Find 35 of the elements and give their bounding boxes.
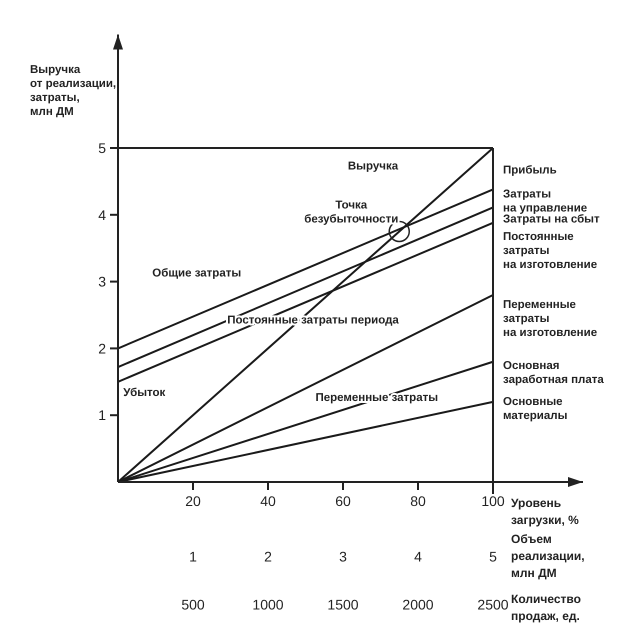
x-tick-label: 100 (481, 492, 505, 509)
x-tick-label: 40 (260, 492, 276, 509)
annotation: Общие затраты (152, 268, 242, 280)
x-tick-label: 60 (335, 492, 351, 509)
annotation: Прибыль (503, 164, 557, 177)
x2-tick-label: 1 (189, 548, 198, 565)
x-tick-label: 20 (185, 492, 201, 509)
x2-tick-label: 4 (414, 548, 422, 565)
annotation: Основная заработная плата (503, 360, 604, 386)
y-tick-label: 1 (98, 407, 106, 424)
x-axis-title: Уровень загрузки, % (511, 496, 580, 528)
text: 2000 (402, 596, 434, 613)
annotation: Затраты на сбыт (503, 214, 600, 226)
x2-tick-label: 2 (264, 548, 272, 565)
text: 1500 (327, 596, 359, 613)
annotation: Убыток (123, 387, 166, 400)
annotation: Точка безубыточности (304, 200, 398, 226)
text: Количество продаж, ед. (511, 592, 581, 624)
annotation: Основные материалы (503, 396, 568, 422)
x2-axis-title: Объем реализации, млн ДМ (511, 532, 585, 580)
x2-tick-label: 3 (339, 548, 348, 565)
annotation: Выручка (348, 160, 399, 173)
text: 500 (181, 596, 205, 613)
annotation: Переменные затраты на изготовление (503, 299, 598, 340)
annotation: Постоянные затраты на изготовление (503, 230, 598, 271)
text: 2500 (477, 596, 509, 613)
y-axis-title: Выручка от реализации, затраты, млн ДМ (30, 64, 116, 118)
y-tick-label: 3 (98, 274, 106, 290)
y-tick-label: 4 (98, 206, 106, 223)
x2-tick-label: 5 (489, 548, 498, 565)
y-tick-label: 2 (98, 340, 106, 356)
text: 1000 (252, 596, 284, 613)
annotation: Затраты на управление (503, 188, 588, 214)
y-tick-label: 5 (98, 140, 106, 156)
x-tick-label: 80 (410, 492, 426, 509)
